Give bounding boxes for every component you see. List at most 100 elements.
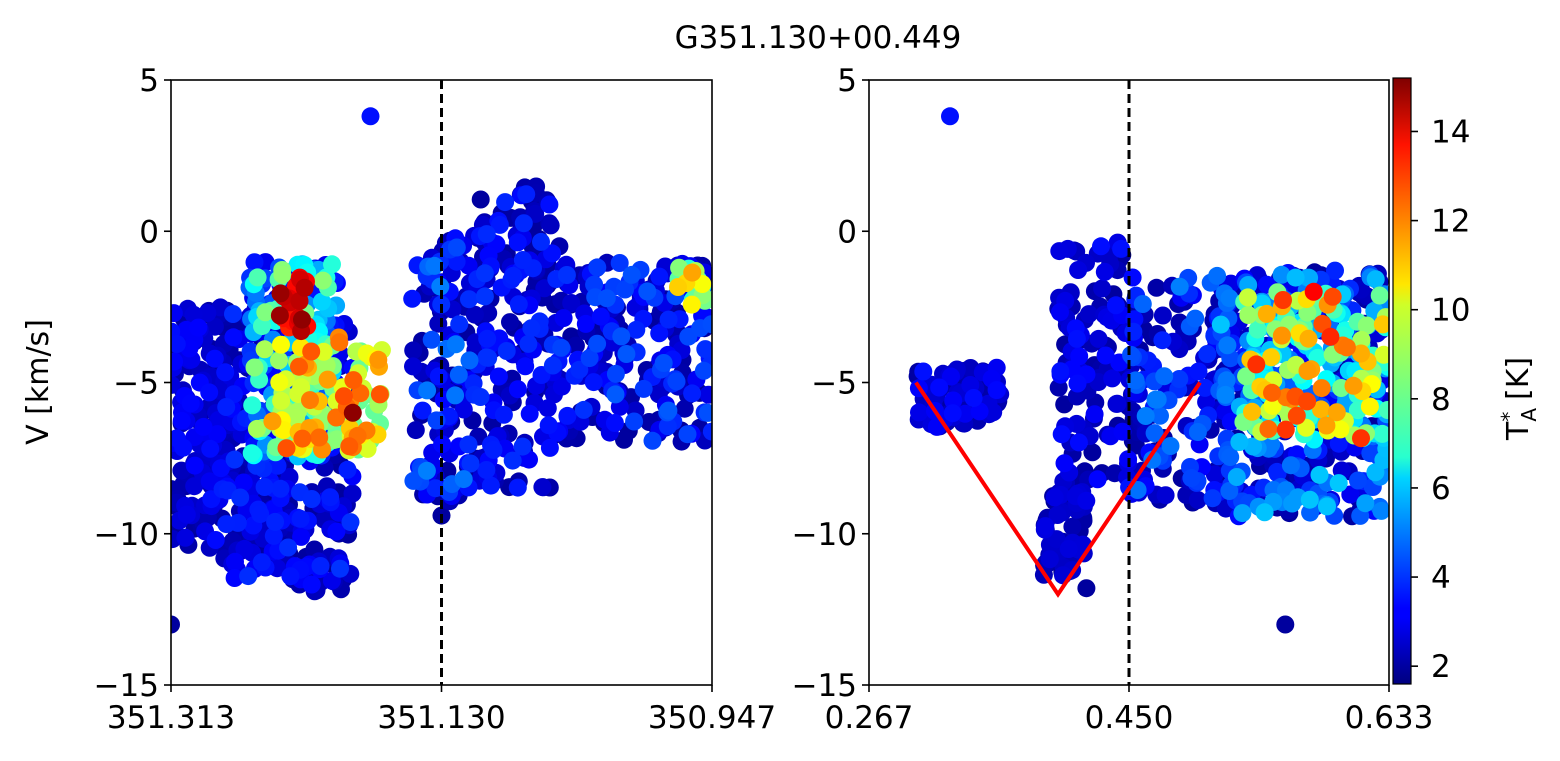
left-data-point [370,385,389,404]
right-data-point [1068,374,1087,393]
right-data-point [1126,371,1145,390]
right-data-point [1262,348,1281,367]
left-data-point [477,348,496,367]
left-data-point [340,437,359,456]
right-data-point [1360,397,1379,416]
left-data-point [194,417,213,436]
left-data-point [606,385,625,404]
right-data-point [1161,437,1180,455]
left-data-point [310,428,329,447]
left-data-point [177,505,196,524]
left-data-point [540,438,559,457]
left-data-point [580,349,599,368]
left-data-point [293,310,311,329]
right-data-point [930,378,949,397]
colorbar-tick-label: 6 [1431,471,1451,507]
right-data-point [1230,433,1249,451]
right-data-point [1304,282,1323,301]
right-data-point [1221,412,1240,431]
left-data-point [541,216,560,235]
right-data-point [1048,506,1067,524]
left-x-tick-label: 351.313 [107,700,235,736]
left-data-point [522,319,541,338]
right-data-point [1153,331,1172,350]
right-data-point [1096,346,1115,365]
left-data-point [574,400,593,419]
left-data-point [206,531,225,549]
left-data-point [513,437,532,456]
left-data-point [484,440,503,459]
right-data-point [1244,437,1263,456]
left-data-point [597,289,616,308]
left-data-point [200,383,219,402]
left-data-point [533,478,552,497]
left-data-point [413,401,432,420]
left-data-point [454,470,473,489]
left-data-point [172,411,191,430]
right-data-point [1151,406,1169,425]
right-data-point [1326,261,1344,280]
left-data-point [369,350,388,369]
right-data-point [1321,327,1340,346]
left-data-point [201,439,220,458]
left-data-point [198,304,217,322]
colorbar-tick-label: 8 [1431,382,1451,418]
left-data-point [264,526,283,545]
right-data-point [1317,416,1336,435]
left-data-point [516,357,535,376]
right-data-point [1147,278,1166,297]
left-data-point [638,282,657,301]
left-data-point [226,552,244,571]
right-data-point [1287,406,1306,425]
right-data-point [1276,420,1295,439]
right-data-point [1133,295,1152,313]
left-data-point [447,238,466,257]
left-data-point [471,388,490,406]
left-data-point [694,361,712,380]
left-data-point [242,444,261,463]
right-data-point [1051,303,1069,322]
left-data-point [217,515,236,534]
right-x-tick-label: 0.267 [825,700,914,736]
right-data-point [1312,379,1331,398]
left-data-point [698,403,712,422]
left-data-point [293,429,312,448]
left-data-point [418,381,437,400]
left-data-point [263,412,282,431]
left-y-tick-label: −5 [113,366,159,402]
left-data-point [270,351,288,370]
left-data-point [508,478,527,497]
left-data-point [576,314,595,333]
right-data-point [1092,237,1110,256]
right-data-point [1148,390,1167,409]
right-data-point [1203,489,1222,508]
right-data-point [1344,376,1363,395]
right-data-point [1052,425,1071,444]
left-data-point [281,567,300,586]
right-data-point [1155,367,1174,386]
red-v-fit-line [914,381,1202,598]
left-data-point [513,251,532,269]
left-data-point [446,386,465,405]
right-data-point [1153,306,1172,325]
left-data-point [217,398,236,416]
right-data-point [1143,450,1162,469]
left-data-point [358,439,377,458]
left-data-point [699,385,712,404]
right-data-point [1170,370,1189,388]
left-data-point [295,278,314,297]
right-data-point [1374,345,1389,364]
right-data-point [1170,277,1189,296]
left-data-point [403,289,422,308]
colorbar-tick-label: 10 [1431,293,1470,329]
left-data-point [540,195,559,214]
left-data-point [171,335,186,353]
right-data-point [1123,268,1142,287]
colorbar-tick-label: 2 [1431,649,1451,685]
left-data-point [176,528,195,547]
left-data-point [255,478,274,496]
left-data-point [292,378,311,397]
right-data-point [942,367,960,386]
left-data-point [343,403,362,422]
left-data-point [504,266,522,285]
